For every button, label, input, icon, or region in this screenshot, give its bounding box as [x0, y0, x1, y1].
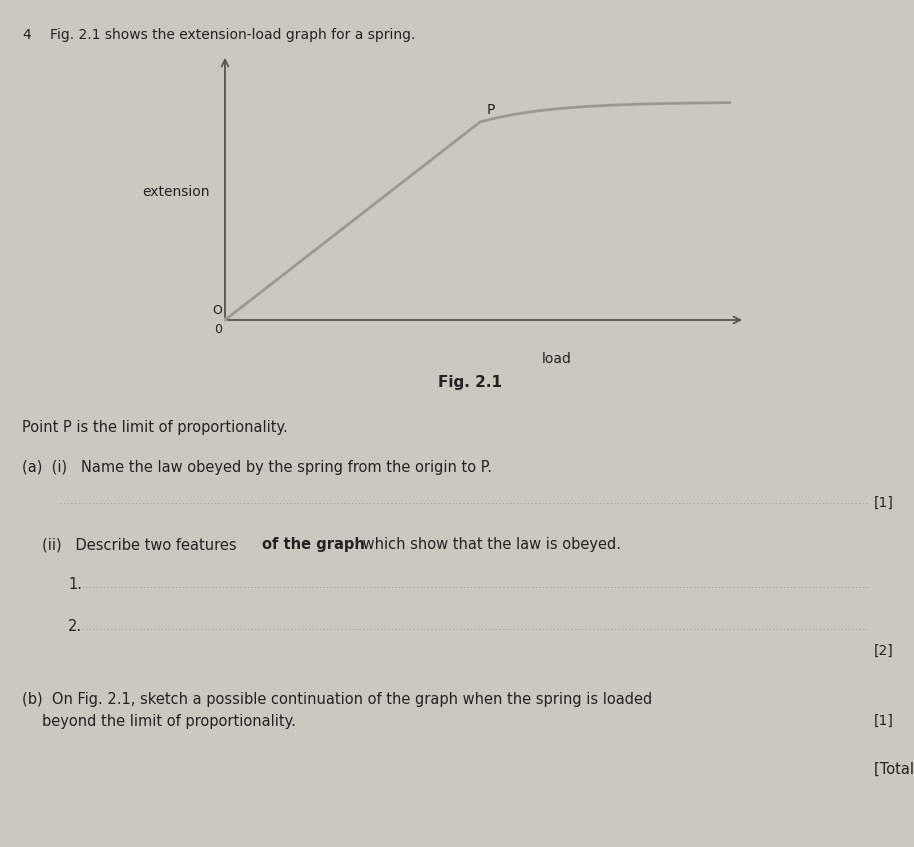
- Text: Fig. 2.1: Fig. 2.1: [438, 375, 502, 390]
- Text: P: P: [487, 103, 495, 117]
- Text: extension: extension: [143, 185, 210, 200]
- Text: beyond the limit of proportionality.: beyond the limit of proportionality.: [42, 714, 296, 729]
- Text: [2]: [2]: [874, 644, 894, 658]
- Text: of the graph: of the graph: [262, 537, 365, 552]
- Text: load: load: [542, 352, 571, 366]
- Text: 2.: 2.: [68, 619, 82, 634]
- Text: (ii)   Describe two features: (ii) Describe two features: [42, 537, 241, 552]
- Text: (a)  (i)   Name the law obeyed by the spring from the origin to P.: (a) (i) Name the law obeyed by the sprin…: [22, 460, 492, 475]
- Text: [1]: [1]: [874, 496, 894, 510]
- Text: Fig. 2.1 shows the extension-load graph for a spring.: Fig. 2.1 shows the extension-load graph …: [50, 28, 415, 42]
- Text: [Total: 4]: [Total: 4]: [874, 762, 914, 777]
- Text: [1]: [1]: [874, 714, 894, 728]
- Text: (b)  On Fig. 2.1, sketch a possible continuation of the graph when the spring is: (b) On Fig. 2.1, sketch a possible conti…: [22, 692, 653, 707]
- Text: 4: 4: [22, 28, 31, 42]
- Text: O: O: [212, 304, 222, 317]
- Text: 1.: 1.: [68, 577, 82, 592]
- Text: 0: 0: [214, 323, 222, 336]
- Text: which show that the law is obeyed.: which show that the law is obeyed.: [358, 537, 621, 552]
- Text: Point P is the limit of proportionality.: Point P is the limit of proportionality.: [22, 420, 288, 435]
